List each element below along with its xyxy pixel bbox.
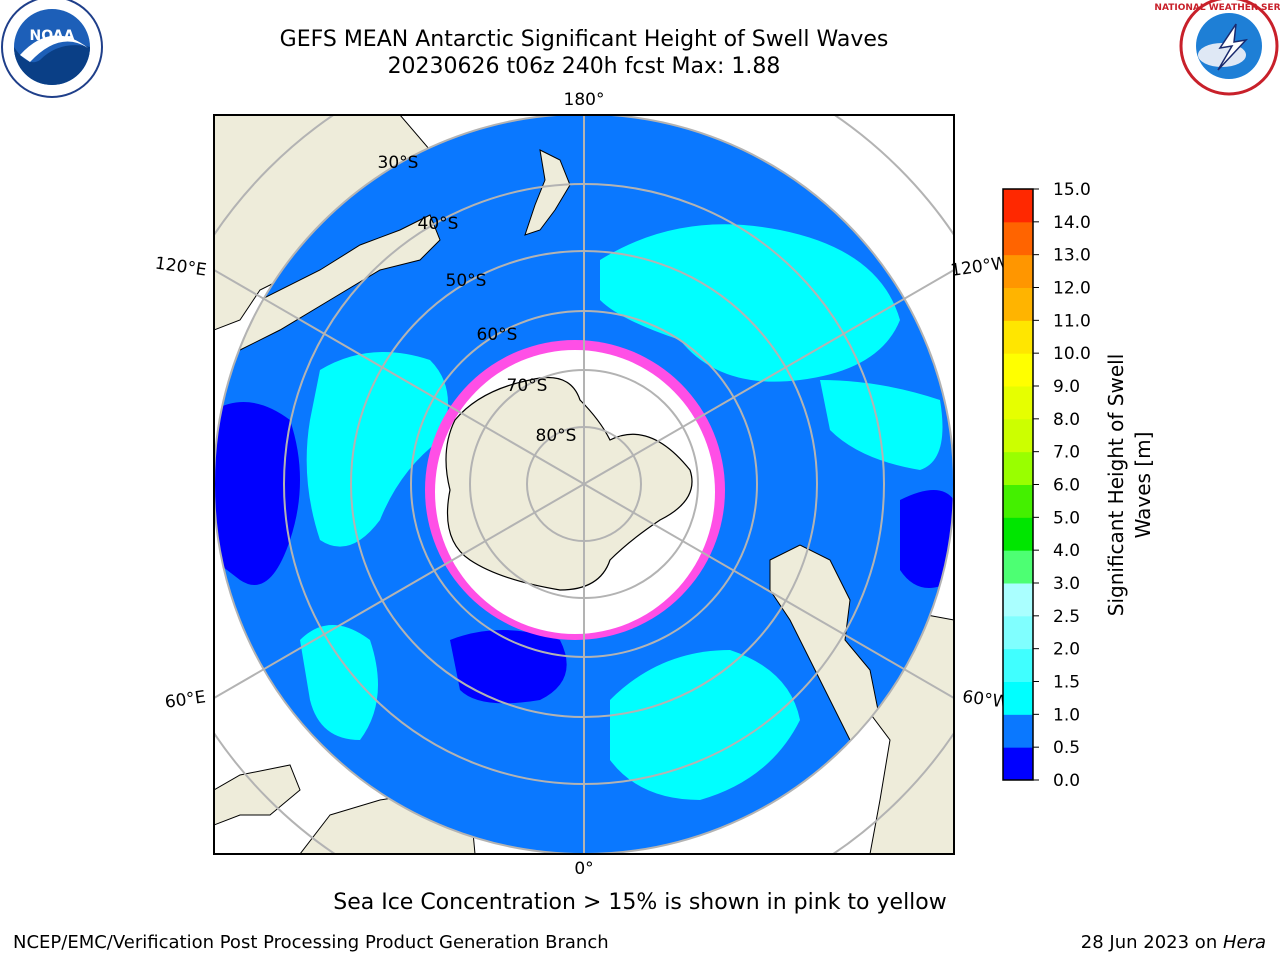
- footer-date-text: 28 Jun 2023 on: [1080, 932, 1223, 953]
- colorbar-segment: [1003, 221, 1033, 256]
- colorbar-label-line1: Significant Height of Swell: [1104, 354, 1128, 616]
- lon-label-0: 0°: [574, 859, 593, 879]
- lat-label-40s: 40°S: [418, 214, 459, 234]
- nws-ring-text: NATIONAL WEATHER SERVICE: [1154, 3, 1280, 13]
- chart-subtitle: 20230626 t06z 240h fcst Max: 1.88: [387, 54, 781, 79]
- colorbar-tick-label: 10.0: [1053, 344, 1091, 364]
- colorbar-tick-label: 11.0: [1053, 311, 1091, 331]
- lat-label-70s: 70°S: [507, 376, 548, 396]
- colorbar-segment: [1003, 484, 1033, 518]
- colorbar-tick-label: 9.0: [1053, 377, 1080, 397]
- noaa-wordmark: NOAA: [30, 28, 75, 44]
- footer-host: Hera: [1222, 932, 1266, 953]
- colorbar: 0.0 0.5 1.0 1.5 2.0 2.5 3.0 4.0 5.0 6.0 7.0 8.0 9.0 1…: [1002, 180, 1091, 791]
- sea-ice-note: Sea Ice Concentration > 15% is shown in …: [333, 890, 947, 915]
- lon-label-120w: 120°W: [949, 253, 1009, 281]
- colorbar-segment: [1003, 189, 1033, 223]
- lat-label-80s: 80°S: [536, 426, 577, 446]
- colorbar-segment: [1003, 747, 1033, 781]
- colorbar-segment: [1003, 451, 1033, 485]
- colorbar-segment: [1003, 648, 1033, 682]
- colorbar-label-line2: Waves [m]: [1131, 432, 1155, 539]
- graticule: [214, 115, 954, 854]
- colorbar-tick-label: 3.0: [1053, 574, 1080, 594]
- colorbar-tick-label: 0.5: [1053, 738, 1080, 758]
- colorbar-tick-label: 15.0: [1053, 180, 1091, 200]
- nws-logo: NATIONAL WEATHER SERVICE: [1154, 0, 1280, 96]
- footer-credit: NCEP/EMC/Verification Post Processing Pr…: [13, 932, 609, 953]
- colorbar-tick-label: 2.0: [1053, 640, 1080, 660]
- colorbar-tick-label: 7.0: [1053, 443, 1080, 463]
- colorbar-tick-label: 2.5: [1053, 607, 1080, 627]
- colorbar-tick-label: 12.0: [1053, 279, 1091, 299]
- colorbar-segment: [1003, 583, 1033, 617]
- map-frame: [213, 114, 955, 855]
- colorbar-segment: [1003, 550, 1033, 584]
- colorbar-tick-label: 8.0: [1053, 410, 1080, 430]
- colorbar-tick-label: 6.0: [1053, 476, 1080, 496]
- colorbar-tick-label: 14.0: [1053, 213, 1091, 233]
- colorbar-tick-label: 5.0: [1053, 508, 1080, 528]
- lat-label-50s: 50°S: [446, 271, 487, 291]
- colorbar-tick-label: 1.5: [1053, 673, 1080, 693]
- colorbar-segment: [1003, 254, 1033, 288]
- noaa-logo: NOAA: [1, 0, 103, 98]
- colorbar-segment: [1003, 714, 1033, 748]
- lon-label-120e: 120°E: [154, 254, 208, 281]
- colorbar-segment: [1003, 615, 1033, 650]
- lon-label-180: 180°: [564, 90, 605, 110]
- footer-date: 28 Jun 2023 on Hera: [1081, 932, 1266, 953]
- map-panel: [214, 115, 954, 854]
- colorbar-segment: [1003, 353, 1033, 387]
- lon-label-60e: 60°E: [164, 687, 207, 712]
- colorbar-segment: [1003, 386, 1033, 420]
- colorbar-tick-label: 13.0: [1053, 246, 1091, 266]
- colorbar-segment: [1003, 681, 1033, 715]
- colorbar-tick-label: 1.0: [1053, 705, 1080, 725]
- colorbar-tick-label: 4.0: [1053, 541, 1080, 561]
- colorbar-tick-label: 0.0: [1053, 771, 1080, 791]
- chart-title: GEFS MEAN Antarctic Significant Height o…: [279, 27, 889, 52]
- colorbar-segment: [1003, 517, 1033, 551]
- lat-label-60s: 60°S: [477, 325, 518, 345]
- colorbar-segment: [1003, 418, 1033, 453]
- colorbar-segment: [1003, 287, 1033, 321]
- lat-label-30s: 30°S: [378, 153, 419, 173]
- colorbar-segment: [1003, 320, 1033, 354]
